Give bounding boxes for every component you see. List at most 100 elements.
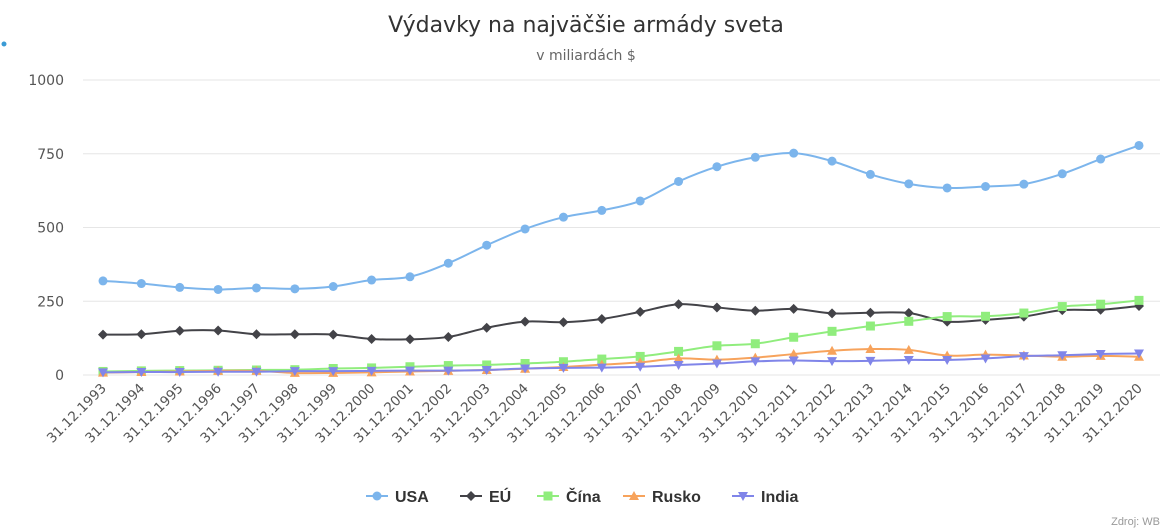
data-point — [328, 282, 338, 291]
data-point — [1019, 308, 1029, 318]
data-point — [635, 351, 645, 361]
data-point — [865, 169, 875, 179]
data-point — [903, 308, 914, 319]
data-point — [597, 354, 607, 364]
legend-item[interactable]: EÚ — [460, 487, 511, 506]
legend-label: EÚ — [489, 487, 511, 506]
data-point — [520, 224, 530, 234]
data-point — [1019, 179, 1029, 189]
data-point — [289, 367, 300, 377]
data-point — [673, 360, 684, 370]
data-point — [827, 308, 838, 319]
legend-item[interactable]: USA — [366, 489, 429, 506]
y-axis: 0 250 500 750 1000 — [28, 73, 64, 384]
data-point — [750, 339, 760, 349]
chart-subtitle: v miliardách $ — [536, 48, 636, 64]
data-point — [789, 148, 799, 158]
data-point — [635, 306, 646, 317]
data-point — [1018, 352, 1029, 362]
data-point — [750, 305, 761, 316]
data-point — [482, 360, 492, 370]
legend-marker — [372, 491, 382, 501]
data-point — [481, 322, 492, 333]
legend-item[interactable]: Rusko — [623, 489, 701, 506]
data-point — [558, 212, 568, 222]
data-point — [367, 275, 377, 285]
data-point — [136, 279, 146, 289]
data-point — [251, 367, 262, 377]
data-point — [213, 325, 224, 336]
data-point — [635, 362, 646, 372]
data-point — [443, 366, 454, 376]
data-point — [404, 334, 415, 345]
y-tick-label: 750 — [37, 147, 64, 163]
data-point — [1134, 349, 1144, 359]
corner-dot — [1, 41, 7, 47]
y-tick-label: 500 — [37, 221, 64, 237]
y-tick-label: 0 — [55, 368, 64, 384]
data-point — [673, 353, 684, 363]
data-point — [903, 355, 914, 365]
data-point — [597, 205, 607, 215]
data-point — [213, 367, 224, 377]
data-point — [1057, 169, 1067, 179]
data-point — [827, 326, 837, 336]
legend-item[interactable]: Čína — [537, 487, 601, 506]
data-point — [98, 329, 108, 340]
data-point — [251, 283, 261, 293]
data-point — [98, 276, 108, 286]
y-tick-label: 250 — [37, 294, 64, 310]
series-line — [102, 144, 1140, 291]
plot-area — [98, 140, 1144, 378]
data-point — [1095, 350, 1106, 360]
data-point — [366, 366, 377, 376]
data-point — [443, 361, 453, 371]
legend-marker — [543, 491, 553, 501]
chart-credit: Zdroj: WB — [1111, 516, 1160, 528]
series-5 — [98, 349, 1144, 378]
data-point — [596, 363, 607, 373]
data-point — [1134, 140, 1144, 150]
chart-title: Výdavky na najväčšie armády sveta — [388, 13, 784, 38]
data-point — [251, 329, 262, 340]
data-point — [558, 317, 569, 328]
data-point — [711, 359, 722, 369]
data-point — [788, 349, 799, 359]
series-2 — [98, 299, 1144, 345]
data-point — [366, 334, 377, 345]
data-point — [942, 183, 952, 193]
data-point — [1134, 295, 1144, 305]
data-point — [558, 357, 568, 367]
data-point — [827, 156, 837, 166]
data-point — [673, 299, 684, 310]
data-point — [136, 368, 147, 378]
data-point — [711, 302, 722, 313]
data-point — [942, 355, 953, 365]
data-point — [1057, 351, 1068, 361]
data-point — [520, 316, 531, 327]
data-point — [903, 344, 914, 354]
data-point — [328, 329, 339, 340]
data-point — [865, 321, 875, 331]
series-line — [102, 299, 1140, 373]
series-1 — [98, 140, 1144, 294]
legend: USA EÚ Čína Rusko India — [366, 487, 798, 506]
legend-label: Čína — [566, 487, 601, 506]
data-point — [481, 365, 492, 375]
data-point — [443, 258, 453, 268]
series-line — [102, 352, 1140, 374]
data-point — [827, 357, 838, 367]
data-point — [1096, 154, 1106, 164]
data-point — [520, 358, 530, 368]
data-point — [827, 345, 838, 355]
legend-item[interactable]: India — [732, 489, 798, 506]
data-point — [175, 282, 185, 292]
data-point — [213, 284, 223, 294]
data-point — [904, 179, 914, 189]
data-point — [404, 366, 415, 376]
data-point — [635, 196, 645, 206]
legend-label: India — [761, 489, 798, 506]
data-point — [558, 363, 569, 373]
data-point — [174, 325, 185, 336]
data-point — [981, 311, 991, 321]
